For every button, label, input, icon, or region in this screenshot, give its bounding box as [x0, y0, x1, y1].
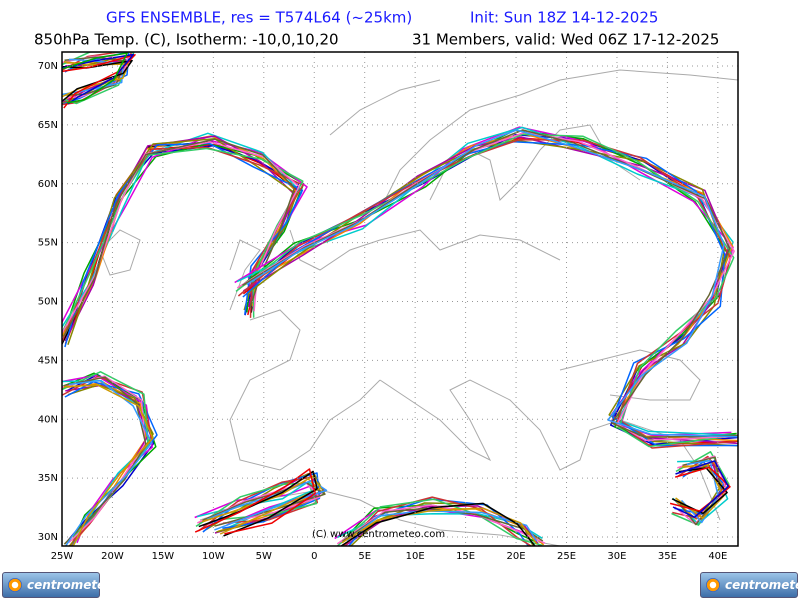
lon-label: 25E	[557, 551, 576, 562]
lon-label: 20W	[101, 551, 124, 562]
lon-label: 20E	[507, 551, 526, 562]
contour-line	[336, 498, 543, 546]
contour-line	[194, 468, 316, 535]
logo: centrometeo	[2, 572, 113, 598]
contour-line	[237, 139, 736, 449]
logo: centrometeo	[700, 572, 800, 598]
contour-line	[246, 129, 738, 438]
map-figure: GFS ENSEMBLE, res = T574L64 (~25km) Init…	[34, 9, 739, 562]
contour-line	[671, 451, 730, 526]
contour-line	[62, 141, 300, 335]
subtitle-right: 31 Members, valid: Wed 06Z 17-12-2025	[412, 31, 719, 49]
contour-line	[196, 481, 321, 526]
contour-line	[62, 52, 128, 104]
lon-label: 30E	[607, 551, 626, 562]
contour-line	[669, 466, 731, 512]
contour-line	[62, 132, 303, 329]
lat-label: 30N	[38, 532, 58, 543]
lon-label: 5W	[256, 551, 272, 562]
contour-line	[62, 53, 135, 105]
contour-line	[63, 384, 154, 546]
map-frame	[61, 51, 739, 547]
contour-line	[201, 475, 322, 535]
title-left: GFS ENSEMBLE, res = T574L64 (~25km)	[106, 9, 412, 27]
lat-label: 70N	[38, 61, 58, 72]
lon-label: 15E	[456, 551, 475, 562]
lat-label: 50N	[38, 297, 58, 308]
contour-line	[346, 510, 538, 542]
contour-line	[63, 138, 296, 336]
subtitle-left: 850hPa Temp. (C), Isotherm: -10,0,10,20	[34, 31, 339, 49]
lon-label: 35E	[658, 551, 677, 562]
lat-label: 65N	[38, 120, 58, 131]
contour-line	[234, 126, 734, 437]
title-right: Init: Sun 18Z 14-12-2025	[470, 9, 658, 27]
lon-label: 15W	[152, 551, 175, 562]
lon-label: 25W	[51, 551, 74, 562]
contour-line	[62, 146, 304, 344]
lon-label: 10E	[406, 551, 425, 562]
lat-label: 60N	[38, 179, 58, 190]
lat-label: 55N	[38, 238, 58, 249]
contour-line	[240, 129, 737, 442]
contour-line	[63, 376, 147, 545]
ensemble-contours	[62, 52, 738, 546]
contour-line	[64, 379, 153, 546]
contour-line	[62, 142, 305, 337]
lat-label: 35N	[38, 473, 58, 484]
lat-label: 40N	[38, 414, 58, 425]
lat-label: 45N	[38, 355, 58, 366]
copyright: (C) www.centrometeo.com	[312, 529, 445, 540]
contour-line	[341, 507, 538, 545]
contour-line	[672, 460, 730, 518]
lon-label: 40E	[708, 551, 727, 562]
lon-label: 10W	[202, 551, 225, 562]
contour-line	[339, 502, 536, 546]
contour-line	[195, 482, 318, 528]
lon-label: 5E	[358, 551, 371, 562]
graticule: 70N 65N 60N 55N 50N 45N 40N 35N 30N 25W 20W 15W 10W 5…	[38, 52, 738, 562]
contour-line	[64, 135, 296, 342]
contour-line	[62, 372, 157, 541]
contour-line	[62, 147, 304, 335]
lon-label: 0	[311, 551, 317, 562]
